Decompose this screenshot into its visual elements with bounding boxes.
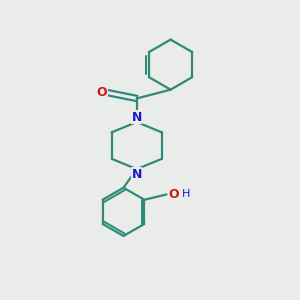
Text: O: O bbox=[169, 188, 179, 201]
Text: N: N bbox=[132, 110, 142, 124]
Text: N: N bbox=[132, 168, 142, 181]
Text: O: O bbox=[97, 86, 107, 99]
Text: H: H bbox=[182, 190, 190, 200]
